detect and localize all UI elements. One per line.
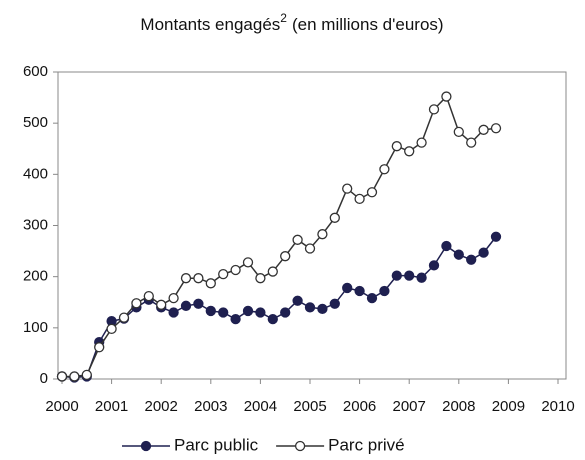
data-point	[329, 212, 340, 223]
y-tick-label: 500	[23, 114, 48, 131]
data-point	[193, 273, 204, 284]
title-text-after: (en millions d'euros)	[292, 15, 444, 34]
series-line	[62, 95, 497, 378]
legend-label: Parc privé	[328, 435, 405, 454]
legend-label: Parc public	[174, 435, 259, 454]
data-point	[478, 124, 489, 135]
data-point	[404, 146, 415, 157]
data-point	[466, 254, 477, 265]
x-tick-label: 2001	[95, 398, 128, 415]
x-tick-label: 2000	[45, 398, 78, 415]
data-point	[94, 342, 105, 353]
title-superscript: 2	[280, 11, 287, 25]
data-point	[267, 266, 278, 277]
data-point	[404, 270, 415, 281]
data-point	[490, 231, 502, 242]
data-point	[205, 305, 216, 317]
data-point	[453, 126, 464, 138]
title-text: Montants engagés	[140, 15, 280, 34]
series-line	[61, 236, 497, 379]
data-point	[329, 298, 340, 309]
data-point	[242, 305, 254, 317]
data-point	[416, 137, 427, 148]
data-point	[156, 299, 167, 310]
legend-marker	[140, 440, 152, 452]
data-point	[391, 141, 402, 152]
data-point	[280, 251, 291, 262]
data-point	[428, 260, 440, 271]
data-point	[218, 307, 229, 318]
data-point	[354, 285, 365, 297]
data-point	[193, 298, 204, 309]
data-point	[292, 234, 303, 245]
chart-title: Montants engagés2 (en millions d'euros)	[140, 11, 443, 34]
data-point	[317, 303, 328, 315]
data-point	[490, 123, 502, 134]
data-point	[342, 183, 353, 194]
y-tick-label: 300	[23, 216, 48, 233]
data-point	[218, 268, 229, 280]
data-point	[168, 307, 179, 318]
legend-marker	[294, 440, 306, 452]
data-point	[168, 293, 179, 304]
data-point	[441, 240, 452, 252]
data-point	[56, 371, 68, 382]
data-point	[478, 247, 489, 258]
y-tick-label: 200	[23, 268, 48, 285]
x-tick-label: 2005	[293, 398, 326, 415]
y-tick-label: 100	[23, 319, 48, 336]
y-tick-label: 400	[23, 165, 48, 182]
x-tick-label: 2010	[541, 398, 574, 415]
x-tick-label: 2003	[194, 398, 227, 415]
data-point	[453, 249, 464, 260]
plot-frame	[57, 71, 567, 380]
data-point	[180, 273, 192, 284]
data-point	[441, 91, 452, 102]
data-point	[106, 323, 117, 335]
data-point	[69, 371, 80, 382]
data-point	[466, 137, 477, 148]
data-point	[230, 313, 241, 325]
data-point	[317, 229, 328, 240]
data-point	[342, 282, 353, 294]
data-point	[416, 272, 427, 283]
data-point	[366, 187, 378, 198]
y-tick-label: 600	[23, 63, 48, 80]
data-point	[366, 293, 378, 304]
x-tick-label: 2008	[442, 398, 475, 415]
data-point	[304, 302, 316, 313]
data-point	[267, 313, 278, 325]
data-point	[280, 307, 291, 318]
data-point	[379, 164, 390, 175]
x-tick-label: 2004	[244, 398, 277, 415]
data-point	[292, 295, 303, 306]
data-point	[255, 307, 266, 318]
x-tick-label: 2006	[343, 398, 376, 415]
x-tick-label: 2002	[145, 398, 178, 415]
data-point	[391, 270, 402, 281]
data-point	[205, 278, 216, 289]
data-point	[428, 104, 440, 115]
data-point	[230, 264, 241, 276]
y-tick-label: 0	[40, 370, 48, 387]
x-tick-label: 2007	[393, 398, 426, 415]
data-point	[255, 273, 266, 284]
data-point	[81, 369, 92, 381]
data-point	[242, 257, 254, 268]
data-point	[143, 290, 154, 302]
data-point	[354, 193, 365, 205]
x-tick-label: 2009	[492, 398, 525, 415]
data-point	[131, 298, 142, 309]
data-point	[118, 312, 130, 323]
data-point	[180, 300, 192, 311]
data-point	[379, 285, 390, 297]
data-point	[304, 243, 316, 254]
